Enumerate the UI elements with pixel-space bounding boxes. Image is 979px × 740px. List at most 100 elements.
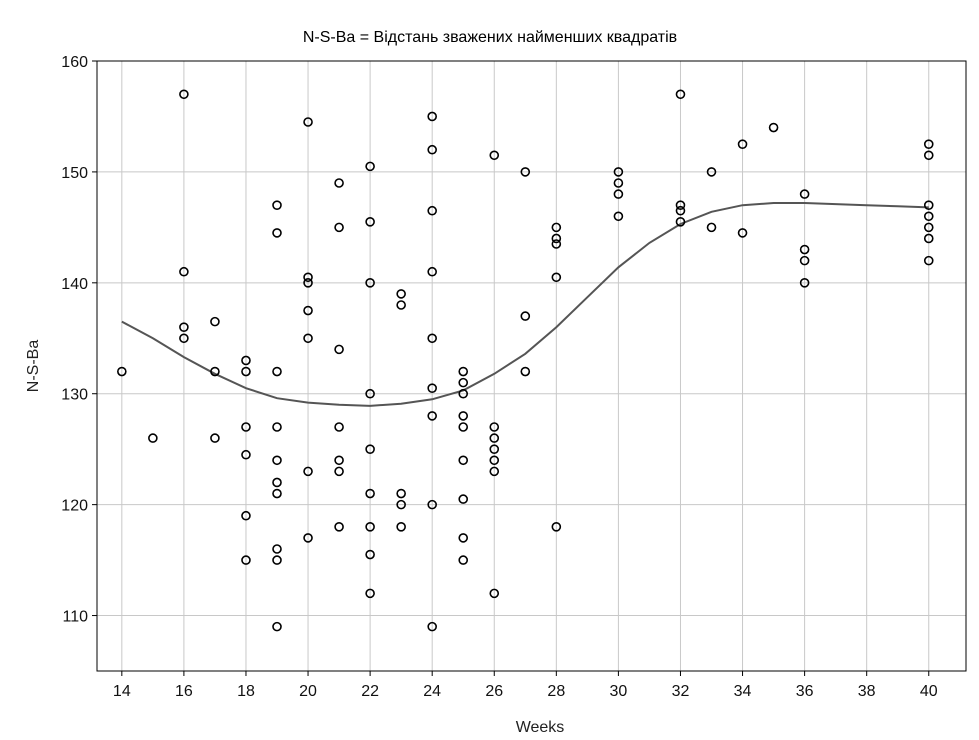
data-point <box>551 233 562 244</box>
data-point <box>706 222 717 233</box>
data-point <box>768 122 779 133</box>
data-point <box>520 366 531 377</box>
data-point <box>613 189 624 199</box>
points-group <box>117 89 934 632</box>
data-point <box>923 222 934 233</box>
data-point <box>427 411 437 421</box>
data-point <box>427 266 437 277</box>
data-point <box>365 278 375 288</box>
data-point <box>427 333 437 344</box>
x-tick-label: 34 <box>734 683 752 700</box>
data-point <box>365 588 375 599</box>
data-point <box>272 422 282 432</box>
x-tick-label: 16 <box>175 683 193 700</box>
x-tick-label: 24 <box>423 683 441 700</box>
data-point <box>303 272 313 283</box>
data-point <box>458 533 469 543</box>
data-point <box>520 311 531 321</box>
data-point <box>489 466 500 477</box>
y-axis-label: N-S-Ba <box>25 340 42 393</box>
data-point <box>551 272 562 283</box>
data-point <box>675 200 686 210</box>
data-point <box>241 422 251 432</box>
data-point <box>799 255 810 266</box>
data-point <box>489 150 500 161</box>
x-tick-label: 26 <box>485 683 503 700</box>
data-point <box>241 510 251 521</box>
data-point <box>241 355 251 366</box>
data-point <box>241 555 251 565</box>
data-point <box>334 455 344 466</box>
data-point <box>365 217 375 227</box>
data-point <box>489 422 500 432</box>
data-point <box>489 444 500 454</box>
data-point <box>396 300 406 310</box>
data-point <box>427 111 437 122</box>
x-tick-label: 36 <box>796 683 814 700</box>
data-point <box>613 178 624 188</box>
data-point <box>489 588 500 599</box>
data-point <box>210 316 220 327</box>
data-point <box>303 278 313 288</box>
data-point <box>148 433 158 443</box>
data-point <box>675 205 686 216</box>
data-point <box>458 422 469 432</box>
fit-curve <box>121 202 929 407</box>
data-point <box>520 167 531 177</box>
data-point <box>179 322 189 332</box>
data-point <box>272 555 282 565</box>
x-tick-label: 22 <box>361 683 379 700</box>
data-point <box>117 366 127 377</box>
x-tick-label: 18 <box>237 683 255 700</box>
data-point <box>613 211 624 222</box>
data-point <box>365 522 375 532</box>
data-point <box>365 388 375 399</box>
data-point <box>551 222 562 233</box>
x-tick-label: 28 <box>547 683 565 700</box>
data-point <box>303 533 313 543</box>
data-point <box>272 544 282 554</box>
x-tick-label: 30 <box>610 683 628 700</box>
data-point <box>458 377 469 388</box>
data-point <box>923 139 934 149</box>
x-tick-label: 40 <box>920 683 938 700</box>
data-point <box>303 117 313 127</box>
data-point <box>489 455 500 466</box>
data-point <box>458 411 469 421</box>
data-point <box>179 333 189 344</box>
data-point <box>427 499 437 510</box>
data-point <box>489 433 500 443</box>
data-point <box>272 477 282 488</box>
data-point <box>334 344 344 355</box>
data-point <box>334 522 344 532</box>
y-tick-label: 160 <box>61 54 88 71</box>
data-point <box>396 289 406 299</box>
data-point <box>923 150 934 161</box>
data-point <box>613 167 624 177</box>
data-point <box>272 366 282 377</box>
data-point <box>334 466 344 477</box>
data-point <box>458 388 469 399</box>
y-ticks: 110 120 130 140 150 160 <box>61 54 97 626</box>
data-point <box>210 366 220 377</box>
data-point <box>179 89 189 100</box>
x-tick-label: 38 <box>858 683 876 700</box>
data-point <box>458 366 469 377</box>
chart-title: N-S-Ba = Відстань зважених найменших ква… <box>303 29 677 46</box>
data-point <box>396 488 406 499</box>
data-point <box>799 278 810 288</box>
data-point <box>923 233 934 244</box>
data-point <box>334 422 344 432</box>
data-point <box>365 488 375 499</box>
data-point <box>458 555 469 565</box>
y-tick-label: 120 <box>61 498 88 515</box>
data-point <box>799 244 810 255</box>
data-point <box>334 178 344 188</box>
data-point <box>303 466 313 477</box>
data-point <box>303 305 313 316</box>
data-point <box>396 522 406 532</box>
y-tick-label: 140 <box>61 276 88 293</box>
data-point <box>923 255 934 266</box>
data-point <box>799 189 810 199</box>
data-point <box>427 383 437 393</box>
